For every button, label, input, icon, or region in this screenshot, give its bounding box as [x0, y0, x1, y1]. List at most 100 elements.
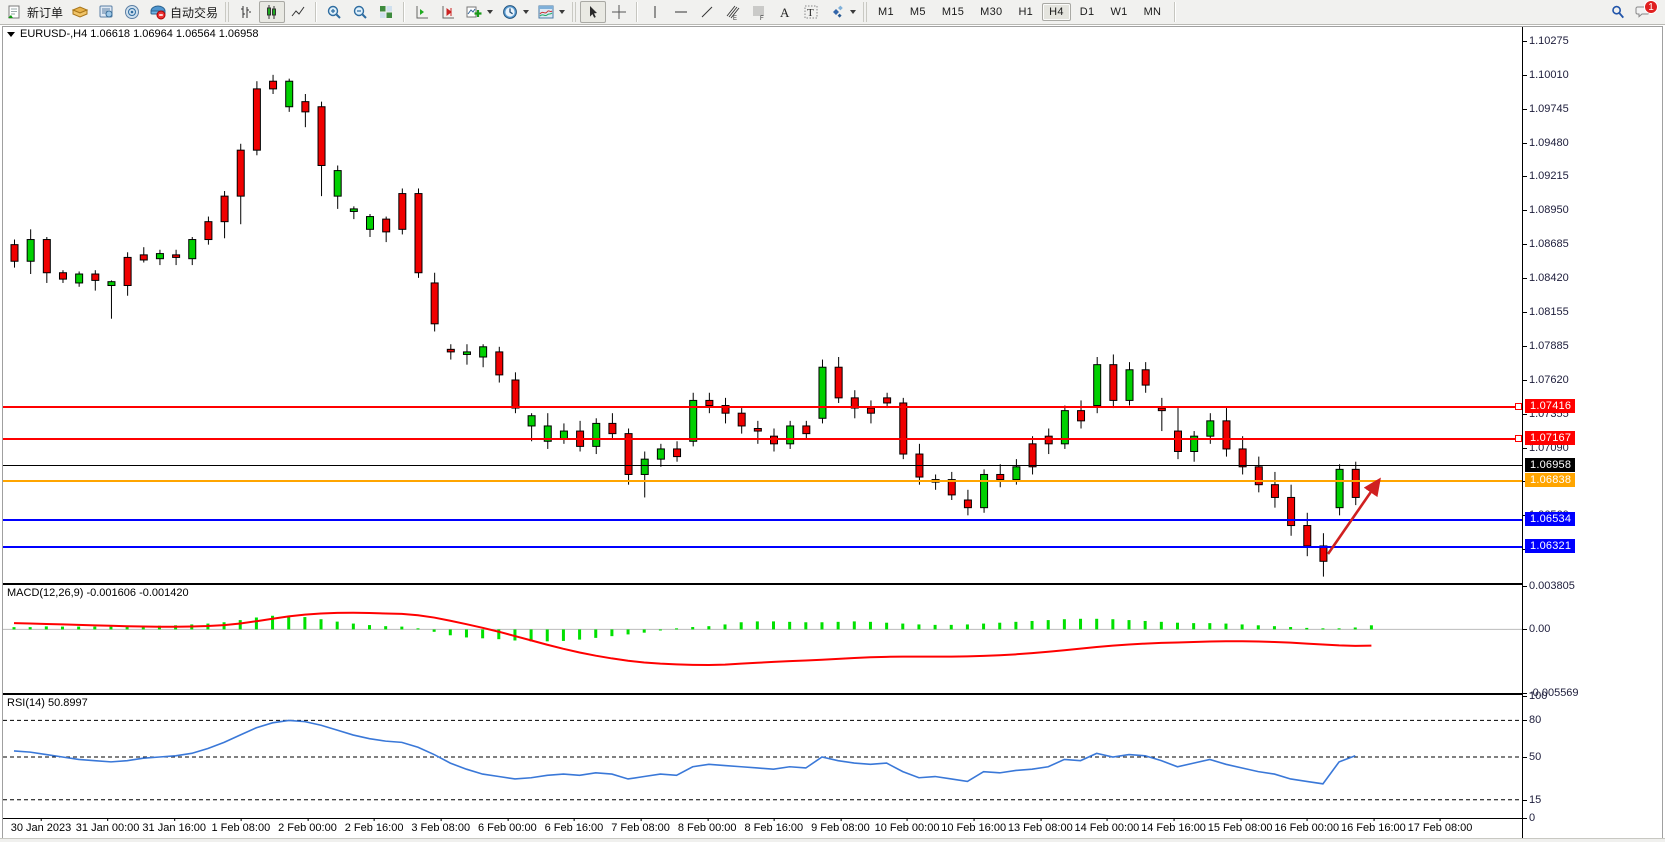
notification-count: 1 [1648, 2, 1654, 13]
price-level-line-support[interactable] [3, 545, 1522, 548]
timeframe-m5[interactable]: M5 [909, 6, 926, 18]
candlestick-chart-icon [263, 3, 281, 21]
hline-icon [672, 3, 690, 21]
periods-icon [501, 3, 519, 21]
toolbar-grip[interactable] [225, 2, 231, 22]
time-axis-label: 31 Jan 00:00 [75, 818, 140, 834]
timeframe-h4[interactable]: H4 [1042, 3, 1071, 21]
macd-label: MACD(12,26,9) -0.001606 -0.001420 [7, 587, 192, 599]
label-button[interactable]: T [798, 1, 824, 23]
toolbar-grip-2[interactable] [572, 2, 578, 22]
price-level-handle[interactable] [1515, 403, 1522, 411]
timeframe-m15[interactable]: M15 [941, 6, 965, 18]
zoom-in-button[interactable] [321, 1, 347, 23]
crosshair-icon [610, 3, 628, 21]
trendline-button[interactable] [694, 1, 720, 23]
crosshair-button[interactable] [606, 1, 632, 23]
timeframe-d1[interactable]: D1 [1079, 6, 1095, 18]
templates-icon [537, 3, 555, 21]
time-axis-label: 8 Feb 16:00 [744, 818, 804, 834]
signal-icon [123, 3, 141, 21]
timeframe-mn[interactable]: MN [1143, 6, 1162, 18]
price-scale[interactable]: 1.10275 1.10010 1.09745 1.09480 1.09215 1.089… [1522, 27, 1662, 839]
price-level-label-resistance[interactable]: 1.07167 [1525, 430, 1576, 445]
time-axis-label: 14 Feb 16:00 [1141, 818, 1206, 834]
shapes-icon [828, 3, 846, 21]
autotrading-label: 自动交易 [170, 5, 219, 20]
price-plot[interactable] [3, 41, 1522, 583]
timeframe-w1[interactable]: W1 [1110, 6, 1128, 18]
chart-window[interactable]: EURUSD-,H4 1.06618 1.06964 1.06564 1.069… [2, 26, 1663, 840]
bar-chart-button[interactable] [233, 1, 259, 23]
price-tick: 1.09215 [1523, 170, 1569, 183]
terminal-button[interactable] [93, 1, 119, 23]
toolbar-grip-3[interactable] [863, 2, 869, 22]
chevron-down-icon-3[interactable] [559, 10, 566, 14]
notifications-button[interactable]: 1 [1631, 0, 1658, 23]
time-axis-label: 31 Jan 16:00 [142, 818, 207, 834]
svg-text:E: E [733, 16, 737, 21]
scroll-start-button[interactable] [409, 1, 435, 23]
indicators-button[interactable] [461, 1, 497, 23]
pane-separator-1[interactable] [3, 583, 1522, 585]
rsi-tick: 80 [1522, 714, 1542, 727]
price-level-label-current-price[interactable]: 1.06958 [1525, 457, 1576, 472]
price-level-line-resistance[interactable] [3, 437, 1522, 440]
main-toolbar: 新订单 [0, 0, 1665, 25]
macd-plot[interactable]: MACD(12,26,9) -0.001606 -0.001420 [3, 586, 1522, 693]
autotrading-button[interactable]: 自动交易 [145, 1, 222, 23]
fibonacci-button[interactable]: F [746, 1, 772, 23]
price-level-label-support[interactable]: 1.06321 [1525, 538, 1576, 553]
text-button[interactable]: A [772, 1, 798, 23]
time-axis-label: 13 Feb 08:00 [1007, 818, 1073, 834]
rsi-label: RSI(14) 50.8997 [7, 697, 91, 709]
price-tick: 1.10010 [1523, 68, 1569, 81]
price-tick: 1.08950 [1523, 204, 1569, 217]
notifications-icon: 1 [1635, 0, 1658, 21]
line-chart-button[interactable] [285, 1, 311, 23]
briefcase-icon [71, 3, 89, 21]
scroll-end-button[interactable] [435, 1, 461, 23]
svg-text:F: F [760, 16, 764, 21]
new-order-button[interactable]: 新订单 [2, 1, 67, 23]
chevron-down-icon-chart[interactable] [7, 31, 15, 37]
signal-button[interactable] [119, 1, 145, 23]
time-axis-label: 16 Feb 16:00 [1340, 818, 1406, 834]
pane-separator-2[interactable] [3, 693, 1522, 695]
price-level-line-resistance[interactable] [3, 406, 1522, 409]
timeframe-m30[interactable]: M30 [980, 6, 1003, 18]
periods-button[interactable] [497, 1, 533, 23]
time-axis-label: 8 Feb 00:00 [677, 818, 737, 834]
price-level-label-resistance[interactable]: 1.07416 [1525, 399, 1576, 414]
search-button[interactable] [1605, 1, 1631, 23]
price-level-line-current-price[interactable] [3, 464, 1522, 466]
pane-separator-3 [3, 818, 1522, 819]
cursor-button[interactable] [580, 1, 607, 23]
vline-button[interactable] [642, 1, 668, 23]
price-level-handle[interactable] [1515, 434, 1522, 442]
briefcase-button[interactable] [67, 1, 93, 23]
shapes-button[interactable] [824, 1, 860, 23]
toolbar-separator-2 [403, 2, 406, 22]
zoom-out-button[interactable] [347, 1, 373, 23]
candlestick-chart-button[interactable] [259, 1, 286, 23]
rsi-plot[interactable]: RSI(14) 50.8997 [3, 696, 1522, 818]
hline-button[interactable] [668, 1, 694, 23]
price-level-line-pending-order[interactable] [3, 479, 1522, 482]
time-axis-label: 3 Feb 08:00 [411, 818, 471, 834]
price-level-label-pending-order[interactable]: 1.06838 [1525, 472, 1576, 487]
price-level-label-support[interactable]: 1.06534 [1525, 511, 1576, 526]
rsi-tick: 100 [1522, 690, 1548, 702]
timeframe-m1[interactable]: M1 [878, 6, 894, 18]
time-axis-label: 15 Feb 08:00 [1207, 818, 1273, 834]
rsi-series [3, 719, 1522, 801]
bar-chart-icon [237, 3, 255, 21]
templates-button[interactable] [533, 1, 569, 23]
tile-windows-button[interactable] [373, 1, 399, 23]
equidistant-channel-button[interactable]: E [720, 1, 746, 23]
chevron-down-icon[interactable] [487, 10, 494, 14]
chevron-down-icon-2[interactable] [523, 10, 530, 14]
price-level-line-support[interactable] [3, 518, 1522, 521]
timeframe-h1[interactable]: H1 [1018, 6, 1034, 18]
chevron-down-icon-4[interactable] [850, 10, 857, 14]
